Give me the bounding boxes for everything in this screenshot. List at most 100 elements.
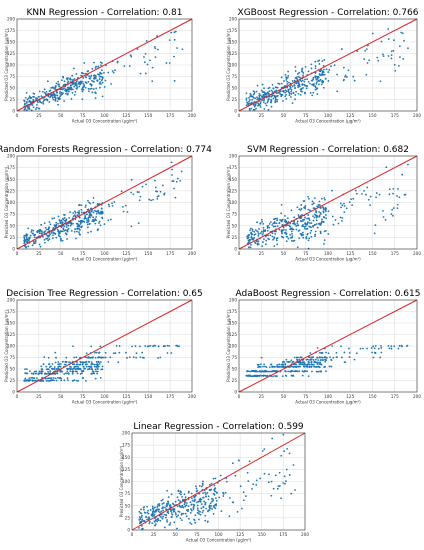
data-point <box>74 90 77 93</box>
data-point <box>257 232 260 235</box>
data-point <box>68 216 71 219</box>
data-point <box>47 370 49 373</box>
y-tick-label: 125 <box>229 188 237 193</box>
data-point <box>311 79 314 82</box>
data-point <box>341 219 343 222</box>
data-point <box>266 370 269 373</box>
data-point <box>289 228 292 231</box>
data-point <box>146 511 149 514</box>
data-point <box>78 225 81 228</box>
data-point <box>278 228 281 231</box>
data-point <box>379 356 382 359</box>
data-point <box>294 489 296 491</box>
data-point <box>317 83 320 86</box>
data-point <box>98 75 101 78</box>
data-point <box>201 511 204 514</box>
data-point <box>318 200 321 203</box>
data-point <box>262 365 264 368</box>
data-point <box>59 232 61 234</box>
data-point <box>318 356 321 358</box>
data-point <box>56 100 59 103</box>
data-point <box>405 345 408 347</box>
data-point <box>39 245 42 248</box>
data-point <box>319 370 322 373</box>
data-point <box>72 215 75 218</box>
data-point <box>104 79 107 82</box>
data-point <box>267 370 270 373</box>
data-point <box>286 447 289 450</box>
data-point <box>94 97 97 100</box>
data-point <box>156 508 158 511</box>
data-point <box>313 213 316 216</box>
data-point <box>316 205 318 208</box>
y-axis-label: Predicted O3 Concentration (µg/m³) <box>226 29 231 101</box>
data-point <box>207 498 210 501</box>
data-point <box>271 437 274 440</box>
data-point <box>45 98 48 101</box>
data-point <box>45 365 48 368</box>
data-point <box>190 503 193 506</box>
x-tick-label: 50 <box>58 113 64 118</box>
data-point <box>35 97 37 99</box>
data-point <box>394 69 397 72</box>
data-point <box>214 490 216 493</box>
data-point <box>37 107 40 110</box>
data-point <box>196 501 198 504</box>
data-point <box>252 483 255 486</box>
x-axis-label: Actual O3 Concentration (µg/m³) <box>295 119 361 124</box>
data-point <box>179 517 182 520</box>
data-point <box>285 240 288 243</box>
data-point <box>258 96 261 99</box>
data-point <box>69 370 72 373</box>
data-point <box>219 474 222 477</box>
data-point <box>74 370 77 373</box>
data-point <box>139 72 142 75</box>
data-point <box>185 502 188 504</box>
data-point <box>340 206 342 209</box>
data-point <box>274 98 277 100</box>
data-point <box>327 80 330 82</box>
data-point <box>87 217 90 220</box>
data-point <box>97 363 99 366</box>
data-point <box>261 233 264 236</box>
data-point <box>270 105 273 108</box>
data-point <box>314 235 316 238</box>
data-point <box>214 487 216 490</box>
data-point <box>214 477 217 480</box>
data-point <box>99 213 101 215</box>
plot-frame <box>16 299 193 393</box>
data-point <box>272 87 275 90</box>
data-point <box>210 488 213 491</box>
data-point <box>256 221 258 224</box>
x-tick-label: 125 <box>346 251 354 256</box>
data-point <box>57 376 59 379</box>
y-tick-label: 25 <box>232 97 238 102</box>
data-point <box>170 493 173 496</box>
plot-frame <box>238 155 418 250</box>
data-point <box>170 352 173 354</box>
y-tick-label: 0 <box>234 247 237 252</box>
data-point <box>74 367 76 370</box>
data-point <box>400 31 403 34</box>
data-point <box>104 351 107 354</box>
data-point <box>314 67 317 70</box>
data-point <box>170 509 173 512</box>
data-point <box>54 96 57 99</box>
data-point <box>43 238 46 241</box>
data-point <box>101 81 104 84</box>
x-tick-label: 100 <box>101 394 109 399</box>
data-point <box>191 499 194 502</box>
data-point <box>81 98 84 101</box>
x-tick-label: 100 <box>101 113 109 118</box>
data-point <box>87 87 90 90</box>
data-point <box>285 220 288 223</box>
data-point <box>64 90 67 93</box>
data-point <box>259 102 262 105</box>
data-point <box>273 221 276 223</box>
data-point <box>81 90 84 93</box>
data-point <box>257 363 260 366</box>
data-point <box>228 515 231 518</box>
data-point <box>268 473 270 476</box>
data-point <box>66 370 69 373</box>
data-point <box>348 356 351 358</box>
